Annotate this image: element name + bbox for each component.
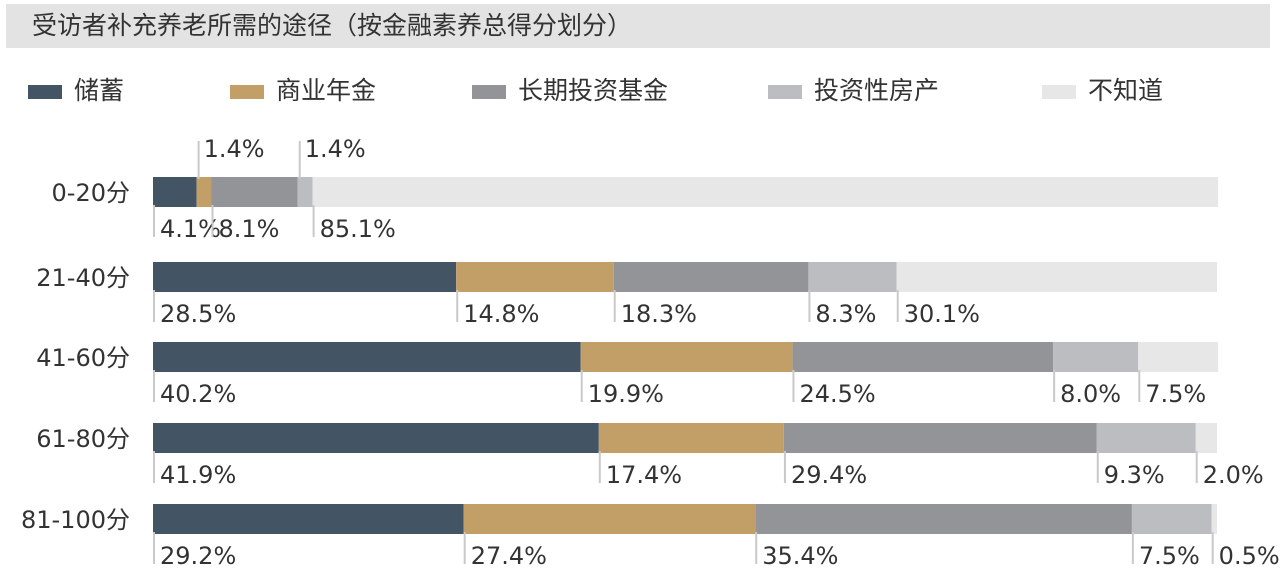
value-label-annuity: 1.4% [204,135,265,163]
bar-segment-property [297,177,313,207]
legend-label-unknown: 不知道 [1088,76,1164,105]
value-label-unknown: 2.0% [1203,461,1264,489]
value-label-savings: 28.5% [160,300,236,328]
value-label-property: 7.5% [1139,542,1200,570]
value-label-savings: 41.9% [160,461,236,489]
value-label-fund: 24.5% [799,380,875,408]
bar-segment-fund [784,423,1097,453]
category-label: 81-100分 [21,506,130,534]
value-label-property: 1.4% [305,135,366,163]
legend-swatch-annuity [230,85,264,99]
value-label-unknown: 85.1% [320,215,396,243]
bar-segment-unknown [896,262,1217,292]
value-label-savings: 29.2% [160,542,236,570]
bar-segment-annuity [196,177,212,207]
bar-segment-savings [153,262,457,292]
bar-segment-unknown [1211,504,1217,534]
bar-segment-annuity [580,342,793,372]
legend-label-property: 投资性房产 [814,76,940,105]
value-label-property: 9.3% [1104,461,1165,489]
value-label-annuity: 19.9% [588,380,664,408]
legend-swatch-fund [472,85,506,99]
value-label-property: 8.3% [815,300,876,328]
legend-label-savings: 储蓄 [74,76,125,105]
value-label-annuity: 17.4% [606,461,682,489]
value-label-fund: 35.4% [762,542,838,570]
value-label-unknown: 30.1% [904,300,980,328]
bar-segment-fund [755,504,1132,534]
legend-swatch-unknown [1042,85,1076,99]
bar-segment-property [1053,342,1139,372]
category-label: 41-60分 [36,344,130,372]
legend-swatch-savings [28,85,62,99]
value-label-property: 8.0% [1060,380,1121,408]
bar-segment-property [1131,504,1212,534]
bar-segment-savings [153,504,464,534]
bar-segment-unknown [1138,342,1219,372]
bar-segment-savings [153,177,197,207]
bar-segment-savings [153,342,581,372]
bar-segment-property [808,262,897,292]
bar-segment-fund [792,342,1054,372]
bar-segment-property [1096,423,1196,453]
value-label-unknown: 7.5% [1145,380,1206,408]
bar-segment-annuity [598,423,784,453]
chart-title: 受访者补充养老所需的途径（按金融素养总得分划分） [32,11,633,40]
legend-label-fund: 长期投资基金 [518,76,669,105]
legend-label-annuity: 商业年金 [276,76,377,105]
value-label-annuity: 14.8% [463,300,539,328]
value-label-savings: 4.1% [160,215,221,243]
bar-segment-annuity [463,504,756,534]
legend-swatch-property [768,85,802,99]
value-label-fund: 29.4% [791,461,867,489]
chart-title-bar: 受访者补充养老所需的途径（按金融素养总得分划分） [6,4,1270,48]
bar-segment-unknown [312,177,1219,207]
bar-segment-unknown [1195,423,1217,453]
bar-segment-fund [613,262,809,292]
value-label-unknown: 0.5% [1219,542,1280,570]
category-label: 21-40分 [36,264,130,292]
bar-segment-savings [153,423,599,453]
bar-segment-fund [211,177,298,207]
value-label-annuity: 27.4% [471,542,547,570]
category-label: 61-80分 [36,425,130,453]
value-label-fund: 8.1% [219,215,280,243]
bar-segment-annuity [456,262,614,292]
chart-legend: 储蓄 商业年金 长期投资基金 投资性房产 不知道 [0,72,1280,112]
category-label: 0-20分 [52,179,130,207]
value-label-fund: 18.3% [621,300,697,328]
value-label-savings: 40.2% [160,380,236,408]
